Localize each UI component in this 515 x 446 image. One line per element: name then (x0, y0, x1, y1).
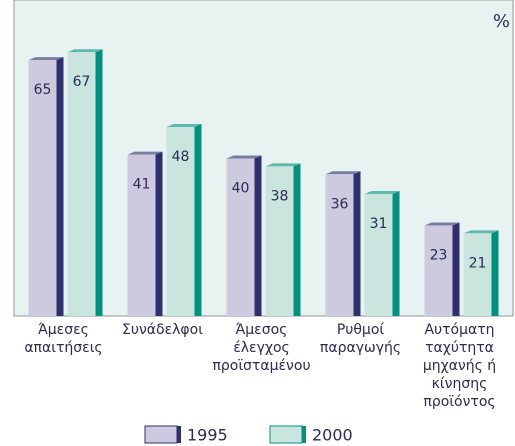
value-label: 31 (370, 216, 388, 232)
bar-top (166, 124, 202, 127)
x-tick-label: προϊόντος (423, 394, 495, 410)
bar-side (155, 151, 163, 316)
bar-top (424, 222, 460, 226)
x-tick-label: Άμεσες (38, 322, 89, 338)
value-label: 40 (232, 181, 250, 197)
bar-top (67, 49, 103, 53)
bar-side (95, 49, 103, 316)
bar (166, 127, 195, 316)
bar-top (127, 151, 163, 155)
bar (463, 233, 492, 316)
value-label: 48 (172, 149, 190, 165)
x-tick-label: κίνησης (432, 376, 488, 392)
unit-label: % (493, 11, 510, 32)
x-tick-label: απαιτήσεις (24, 340, 102, 356)
bar-top (463, 230, 499, 234)
value-label: 23 (430, 247, 448, 263)
value-label: 65 (34, 82, 52, 98)
x-tick-label: μηχανής ή (423, 358, 496, 374)
value-label: 21 (469, 255, 487, 271)
bar-top (226, 155, 262, 159)
bar (28, 60, 57, 316)
bar (127, 154, 156, 316)
legend-swatch-side (177, 426, 181, 443)
value-label: 41 (133, 177, 151, 193)
bar (364, 193, 393, 316)
x-tick-label: Αυτόματη (424, 322, 494, 338)
value-label: 36 (331, 196, 349, 212)
legend-swatch (269, 425, 303, 444)
bar (67, 52, 96, 316)
x-tick-label: Ρυθμοί (337, 322, 385, 338)
bar (265, 166, 294, 316)
bar-side (194, 124, 202, 316)
bar-side (254, 155, 262, 316)
bar (424, 225, 453, 316)
bar-side (491, 230, 499, 316)
legend-label: 2000 (312, 426, 353, 445)
legend-label: 1995 (187, 426, 228, 445)
bar-side (293, 163, 301, 316)
x-tick-label: ταχύτητα (425, 340, 494, 356)
x-tick-label: προϊσταμένου (212, 358, 310, 374)
x-tick-label: Άμεσος (236, 322, 288, 338)
x-tick-label: παραγωγής (320, 340, 401, 356)
bar-side (353, 171, 361, 316)
value-label: 38 (271, 188, 289, 204)
bar-top (28, 57, 64, 61)
legend-swatch-side (302, 426, 306, 443)
bar-side (452, 222, 460, 316)
x-tick-label: Συνάδελφοι (122, 322, 203, 338)
bar (325, 174, 354, 316)
bar-top (325, 171, 361, 175)
x-tick-label: έλεγχος (233, 340, 290, 356)
bar-side (56, 57, 64, 316)
bar-top (364, 190, 400, 194)
bar-side (392, 190, 400, 316)
bar (226, 158, 255, 316)
bar-top (265, 163, 301, 167)
legend-swatch (144, 425, 178, 444)
value-label: 67 (73, 74, 91, 90)
